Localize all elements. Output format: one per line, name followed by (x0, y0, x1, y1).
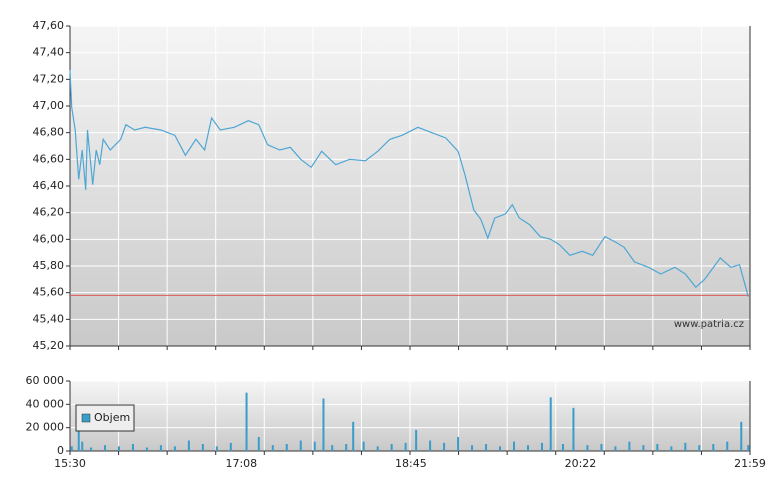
volume-bar (70, 446, 73, 451)
volume-bar (614, 446, 617, 451)
volume-bar (712, 444, 715, 451)
volume-bar (513, 441, 516, 451)
volume-bar (656, 444, 659, 451)
volume-bar (684, 442, 687, 451)
volume-bar (362, 441, 365, 451)
volume-bar (313, 441, 316, 451)
volume-bar (89, 447, 92, 451)
volume-bar (485, 444, 488, 451)
volume-bar (187, 440, 190, 451)
volume-bar (159, 445, 162, 451)
y-tick-label: 40 000 (26, 397, 65, 410)
y-tick-label: 45,60 (33, 286, 65, 299)
volume-bar (285, 444, 288, 451)
volume-bar (173, 446, 176, 451)
volume-bar (299, 440, 302, 451)
volume-bar (499, 446, 502, 451)
y-tick-label: 45,40 (33, 312, 65, 325)
volume-bar (642, 445, 645, 451)
volume-bar (747, 445, 750, 451)
x-tick-label: 17:08 (225, 457, 257, 470)
y-tick-label: 46,40 (33, 179, 65, 192)
volume-bar (526, 445, 529, 451)
volume-bar (471, 445, 474, 451)
y-tick-label: 45,20 (33, 339, 65, 352)
volume-bar (245, 392, 248, 451)
volume-bar (404, 442, 407, 451)
price-line (69, 69, 749, 297)
volume-bar (586, 445, 589, 451)
x-tick-label: 15:30 (54, 457, 86, 470)
volume-bar (229, 442, 232, 451)
volume-bar (117, 446, 120, 451)
volume-bar (429, 440, 432, 451)
volume-bar (390, 444, 393, 451)
x-tick-label: 18:45 (395, 457, 427, 470)
volume-bar (376, 446, 379, 451)
volume-bar (103, 445, 106, 451)
legend-label: Objem (94, 411, 130, 424)
volume-bar (145, 447, 148, 451)
volume-bar (345, 444, 348, 451)
y-tick-label: 0 (57, 444, 64, 457)
volume-bar (215, 446, 218, 451)
y-tick-label: 46,60 (33, 152, 65, 165)
volume-bar (131, 444, 134, 451)
volume-bar (257, 437, 260, 451)
volume-bar (331, 445, 334, 451)
volume-bar (540, 442, 543, 451)
volume-bar (457, 437, 460, 451)
y-tick-label: 20 000 (26, 421, 65, 434)
volume-bar (572, 407, 575, 451)
volume-bar (726, 441, 729, 451)
volume-bar (549, 397, 552, 451)
y-tick-label: 45,80 (33, 259, 65, 272)
volume-bar (600, 444, 603, 451)
y-tick-label: 60 000 (26, 374, 65, 387)
y-tick-label: 47,20 (33, 72, 65, 85)
y-tick-label: 46,00 (33, 232, 65, 245)
volume-bar (352, 421, 355, 451)
watermark: www.patria.cz (674, 319, 744, 330)
x-tick-label: 20:22 (565, 457, 597, 470)
volume-bar (628, 441, 631, 451)
volume-bar (740, 421, 743, 451)
volume-bar (561, 444, 564, 451)
volume-bar (201, 444, 204, 451)
volume-bar (698, 445, 701, 451)
volume-bar (670, 446, 673, 451)
volume-bar (322, 398, 325, 451)
legend-swatch (81, 413, 91, 423)
y-tick-label: 46,80 (33, 126, 65, 139)
y-tick-label: 47,40 (33, 46, 65, 59)
volume-bar (271, 445, 274, 451)
x-tick-label: 21:59 (734, 457, 766, 470)
y-tick-label: 47,00 (33, 99, 65, 112)
volume-bar (415, 430, 418, 451)
y-tick-label: 47,60 (33, 19, 65, 32)
volume-bar (81, 441, 84, 451)
y-tick-label: 46,20 (33, 206, 65, 219)
volume-bar (443, 442, 446, 451)
volume-bar (77, 425, 80, 451)
